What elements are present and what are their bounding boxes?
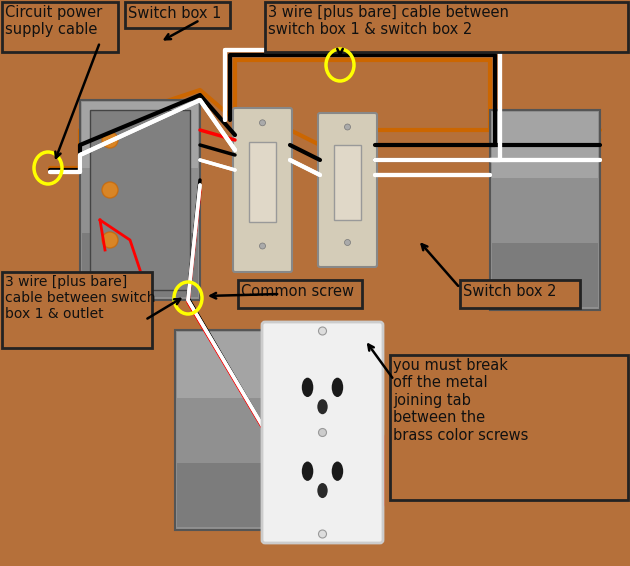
- Circle shape: [102, 182, 118, 198]
- Text: 3 wire [plus bare] cable between
switch box 1 & switch box 2: 3 wire [plus bare] cable between switch …: [268, 5, 509, 37]
- Text: Common screw: Common screw: [241, 285, 354, 299]
- Bar: [2, 2, 118, 52]
- Ellipse shape: [332, 461, 343, 481]
- Circle shape: [319, 530, 326, 538]
- Ellipse shape: [302, 461, 313, 481]
- Circle shape: [102, 132, 118, 148]
- Bar: [175, 330, 265, 530]
- Ellipse shape: [302, 378, 313, 397]
- Bar: [460, 280, 580, 308]
- Bar: [82, 102, 198, 168]
- FancyBboxPatch shape: [318, 113, 377, 267]
- Bar: [90, 110, 190, 290]
- Circle shape: [319, 327, 326, 335]
- Bar: [238, 280, 362, 308]
- Bar: [2, 272, 152, 348]
- Text: 3 wire [plus bare]
cable between switch
box 1 & outlet: 3 wire [plus bare] cable between switch …: [5, 275, 156, 321]
- Circle shape: [260, 243, 265, 249]
- FancyBboxPatch shape: [262, 322, 383, 543]
- Bar: [177, 463, 263, 527]
- Circle shape: [345, 239, 350, 246]
- Text: Switch box 2: Switch box 2: [463, 285, 556, 299]
- Bar: [492, 112, 598, 178]
- Bar: [334, 145, 361, 220]
- Text: you must break
off the metal
joining tab
between the
brass color screws: you must break off the metal joining tab…: [393, 358, 529, 443]
- Bar: [492, 243, 598, 307]
- Bar: [490, 110, 600, 310]
- Text: Circuit power
supply cable: Circuit power supply cable: [5, 5, 102, 37]
- Bar: [82, 233, 198, 297]
- Circle shape: [345, 124, 350, 130]
- Bar: [390, 355, 628, 500]
- Circle shape: [102, 232, 118, 248]
- Bar: [80, 100, 200, 300]
- Ellipse shape: [332, 378, 343, 397]
- Bar: [125, 2, 230, 28]
- FancyBboxPatch shape: [233, 108, 292, 272]
- Ellipse shape: [318, 483, 328, 498]
- Circle shape: [260, 120, 265, 126]
- Ellipse shape: [318, 399, 328, 414]
- Circle shape: [319, 428, 326, 436]
- Bar: [265, 2, 628, 52]
- Bar: [249, 142, 276, 222]
- Bar: [177, 332, 263, 398]
- Text: Switch box 1: Switch box 1: [128, 6, 221, 22]
